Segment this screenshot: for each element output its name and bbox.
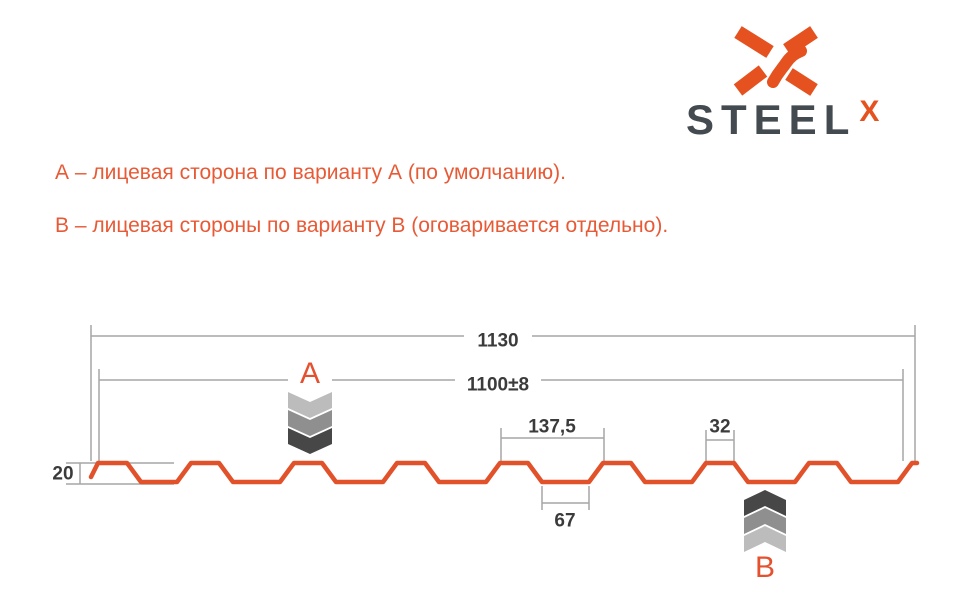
- face-variant-a-marker: A: [288, 358, 332, 454]
- trapezoidal-sheet-profile: [88, 460, 920, 485]
- dimension-label-rib-pitch: 137,5: [528, 417, 576, 438]
- dimension-label-overall-width: 1130: [477, 331, 518, 352]
- steelx-x-icon: [733, 26, 818, 96]
- marker-chevrons-a: [288, 392, 332, 454]
- marker-label-a: A: [288, 358, 332, 392]
- logo-arm-bottom-left: [733, 65, 768, 96]
- face-variant-b-marker: B: [744, 490, 786, 586]
- dimension-label-working-width: 1100±8: [467, 375, 529, 396]
- logo-arm-bottom-right: [785, 68, 818, 96]
- marker-label-b: B: [744, 552, 786, 586]
- brand-wordmark: STEEL X: [686, 95, 880, 143]
- note-face-variant-a: А – лицевая сторона по варианту А (по ум…: [55, 161, 566, 184]
- dimension-label-rib-top-width: 32: [709, 417, 730, 438]
- logo-arm-top-right: [783, 26, 818, 56]
- note-face-variant-b: B – лицевая стороны по варианту B (огова…: [55, 214, 669, 237]
- dimension-label-profile-height: 20: [52, 464, 73, 485]
- logo-center-s-curve: [767, 45, 807, 88]
- brand-name-text: STEEL: [686, 96, 857, 143]
- dimension-label-valley-width: 67: [554, 511, 575, 532]
- brand-superscript-x: X: [859, 95, 880, 128]
- marker-chevrons-b: [744, 490, 786, 552]
- logo-arm-top-left: [734, 26, 774, 58]
